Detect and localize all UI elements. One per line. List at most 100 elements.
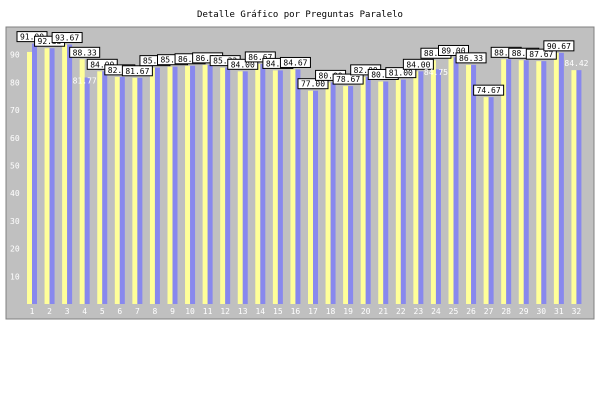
bar-series-2-23 xyxy=(418,71,424,304)
bar-series-1-19 xyxy=(343,86,349,304)
x-tick-label: 26 xyxy=(466,307,476,316)
bar-series-2-27 xyxy=(488,97,494,305)
y-tick-label: 80 xyxy=(10,78,20,87)
bar-series-2-7 xyxy=(137,77,143,304)
data-label: 84.42 xyxy=(564,59,588,68)
data-label: 88.33 xyxy=(73,48,97,57)
x-tick-label: 2 xyxy=(47,307,52,316)
data-label: 86.67 xyxy=(248,53,272,62)
bar-series-1-18 xyxy=(325,82,331,305)
bar-series-2-14 xyxy=(260,63,266,304)
data-label-box xyxy=(543,40,575,52)
bar-series-1-28 xyxy=(501,59,507,305)
bar-series-1-11 xyxy=(202,64,208,304)
data-label-box xyxy=(473,84,505,96)
data-label: 85.67 xyxy=(160,56,184,65)
y-tick-label: 70 xyxy=(10,106,20,115)
data-label-box xyxy=(332,73,364,85)
bar-series-1-9 xyxy=(167,66,173,305)
x-tick-label: 15 xyxy=(273,307,283,316)
x-tick-label: 23 xyxy=(414,307,424,316)
data-label: 86.33 xyxy=(196,54,220,63)
bar-series-2-4 xyxy=(84,77,90,304)
data-label: 82.00 xyxy=(108,66,132,75)
bar-series-1-6 xyxy=(114,76,120,304)
x-tick-label: 3 xyxy=(65,307,70,316)
y-tick-label: 30 xyxy=(10,217,20,226)
data-label: 84.33 xyxy=(266,59,290,68)
x-tick-label: 17 xyxy=(308,307,318,316)
data-label-box xyxy=(86,58,118,70)
y-tick-label: 10 xyxy=(10,272,20,281)
y-tick-label: 40 xyxy=(10,189,20,198)
x-tick-label: 10 xyxy=(185,307,195,316)
bar-series-1-29 xyxy=(518,60,524,304)
bar-series-1-13 xyxy=(237,71,243,304)
data-label: 85.33 xyxy=(143,57,167,66)
data-label: 84.00 xyxy=(406,60,430,69)
bar-series-1-31 xyxy=(553,52,559,304)
bar-series-2-18 xyxy=(330,82,336,305)
secondary-data-label: 84.75 xyxy=(424,68,448,77)
bar-series-2-15 xyxy=(277,70,283,304)
x-tick-label: 12 xyxy=(220,307,230,316)
x-tick-label: 14 xyxy=(255,307,265,316)
bar-series-1-7 xyxy=(132,77,138,304)
x-tick-label: 27 xyxy=(484,307,494,316)
x-tick-label: 31 xyxy=(554,307,564,316)
bar-series-2-32 xyxy=(576,70,582,304)
data-label: 86.00 xyxy=(178,55,202,64)
x-tick-label: 19 xyxy=(343,307,353,316)
bar-series-2-21 xyxy=(383,81,389,304)
bar-series-1-16 xyxy=(290,69,296,304)
data-label: 82.00 xyxy=(354,66,378,75)
bar-series-2-10 xyxy=(190,65,196,304)
bar-series-2-24 xyxy=(435,69,441,305)
bar-series-1-12 xyxy=(220,67,226,305)
data-label: 84.67 xyxy=(283,58,307,67)
data-label: 84.00 xyxy=(90,60,114,69)
bar-series-1-8 xyxy=(149,67,155,305)
x-tick-label: 11 xyxy=(203,307,213,316)
data-label-box xyxy=(455,52,487,64)
data-label: 92.33 xyxy=(38,37,62,46)
bar-series-2-6 xyxy=(119,76,125,304)
bar-series-2-5 xyxy=(102,71,108,304)
bar-series-2-28 xyxy=(506,59,512,305)
x-tick-label: 16 xyxy=(291,307,301,316)
x-tick-label: 1 xyxy=(30,307,35,316)
data-label-box xyxy=(402,58,434,70)
data-label: 80.33 xyxy=(371,70,395,79)
bar-series-1-21 xyxy=(378,81,384,304)
data-label: 81.00 xyxy=(389,69,413,78)
data-label: 89.00 xyxy=(441,46,465,55)
data-label-box xyxy=(69,46,101,58)
data-label-box xyxy=(297,78,329,90)
x-tick-label: 30 xyxy=(536,307,546,316)
bar-series-1-14 xyxy=(255,63,261,304)
data-label: 88.00 xyxy=(424,49,448,58)
x-tick-label: 13 xyxy=(238,307,248,316)
data-label-box xyxy=(385,67,417,79)
bar-series-2-1 xyxy=(32,43,37,305)
bar-series-1-25 xyxy=(448,57,454,304)
bar-series-1-27 xyxy=(483,97,489,305)
data-label-box xyxy=(525,48,557,60)
bar-series-2-16 xyxy=(295,69,301,304)
data-label: 90.67 xyxy=(547,42,571,51)
y-tick-label: 20 xyxy=(10,245,20,254)
bar-series-2-12 xyxy=(225,67,231,305)
data-label-box xyxy=(227,58,259,70)
bar-series-2-25 xyxy=(453,57,459,304)
bar-series-1-5 xyxy=(97,71,103,304)
data-label: 93.67 xyxy=(55,34,79,43)
bar-series-2-29 xyxy=(523,60,529,304)
bar-series-1-32 xyxy=(571,70,577,304)
x-tick-label: 18 xyxy=(326,307,336,316)
bar-series-2-17 xyxy=(313,90,318,305)
data-label: 80.00 xyxy=(319,71,343,80)
bar-series-1-3 xyxy=(62,44,68,305)
bar-series-1-20 xyxy=(360,76,366,304)
bar-series-2-13 xyxy=(242,71,248,304)
